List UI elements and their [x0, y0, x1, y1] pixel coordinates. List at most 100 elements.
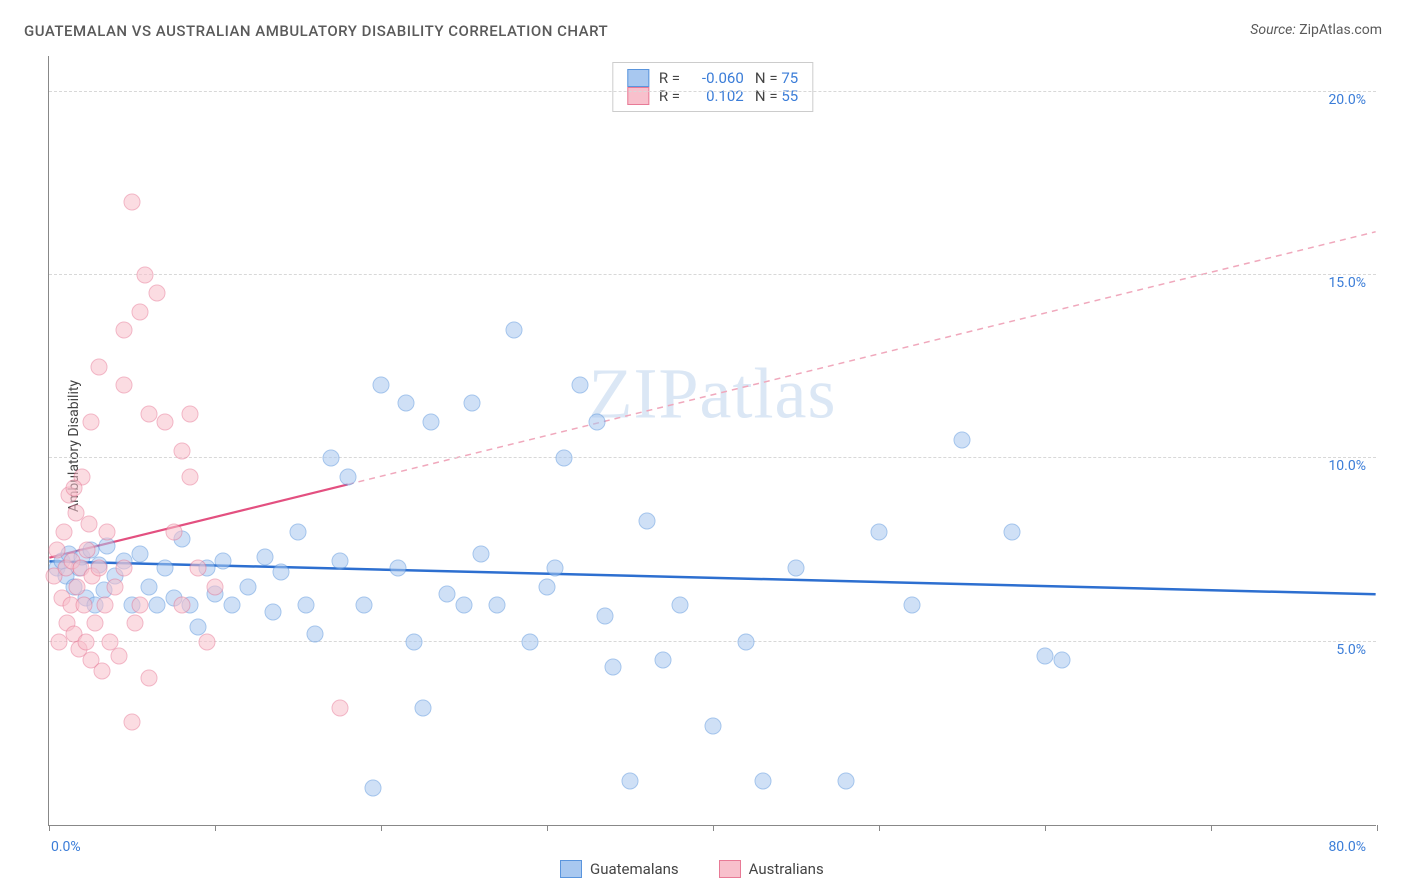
legend-swatch — [719, 860, 741, 878]
data-point — [82, 413, 99, 430]
data-point — [539, 578, 556, 595]
x-tick — [49, 825, 50, 831]
data-point — [97, 597, 114, 614]
data-point — [331, 553, 348, 570]
data-point — [99, 523, 116, 540]
data-point — [364, 780, 381, 797]
data-point — [1053, 652, 1070, 669]
data-point — [55, 523, 72, 540]
data-point — [124, 714, 141, 731]
x-tick — [215, 825, 216, 831]
data-point — [1037, 648, 1054, 665]
data-point — [954, 432, 971, 449]
legend-swatch — [627, 69, 649, 87]
data-point — [298, 597, 315, 614]
x-tick — [1045, 825, 1046, 831]
data-point — [505, 322, 522, 339]
data-point — [439, 586, 456, 603]
data-point — [738, 633, 755, 650]
data-point — [422, 413, 439, 430]
x-tick-label: 80.0% — [1328, 839, 1366, 855]
data-point — [522, 633, 539, 650]
data-point — [80, 516, 97, 533]
data-point — [837, 773, 854, 790]
data-point — [132, 597, 149, 614]
data-point — [754, 773, 771, 790]
x-tick — [879, 825, 880, 831]
legend-text: R = -0.060 N = 75 — [659, 69, 798, 87]
data-point — [115, 560, 132, 577]
data-point — [127, 615, 144, 632]
x-tick — [381, 825, 382, 831]
data-point — [173, 443, 190, 460]
x-tick — [1211, 825, 1212, 831]
data-point — [397, 395, 414, 412]
data-point — [140, 406, 157, 423]
data-point — [182, 406, 199, 423]
data-point — [87, 615, 104, 632]
watermark: ZIPatlas — [589, 353, 837, 436]
data-point — [90, 358, 107, 375]
data-point — [588, 413, 605, 430]
data-point — [132, 545, 149, 562]
data-point — [472, 545, 489, 562]
legend-item: Australians — [719, 860, 824, 878]
data-point — [638, 512, 655, 529]
x-tick — [713, 825, 714, 831]
data-point — [705, 718, 722, 735]
data-point — [389, 560, 406, 577]
data-point — [464, 395, 481, 412]
data-point — [65, 479, 82, 496]
y-tick-label: 20.0% — [1328, 92, 1366, 108]
data-point — [904, 597, 921, 614]
data-point — [290, 523, 307, 540]
source-label: Source: — [1250, 22, 1295, 38]
data-point — [265, 604, 282, 621]
data-point — [597, 608, 614, 625]
data-point — [77, 633, 94, 650]
data-point — [223, 597, 240, 614]
data-point — [622, 773, 639, 790]
gridline — [49, 274, 1376, 275]
data-point — [182, 468, 199, 485]
y-tick-label: 5.0% — [1336, 642, 1366, 658]
series-legend: Guatemalans Australians — [560, 860, 824, 878]
data-point — [356, 597, 373, 614]
data-point — [456, 597, 473, 614]
chart-source: Source: ZipAtlas.com — [1250, 22, 1382, 38]
legend-label: Guatemalans — [590, 860, 679, 878]
data-point — [555, 450, 572, 467]
x-tick — [547, 825, 548, 831]
source-value: ZipAtlas.com — [1299, 22, 1382, 38]
data-point — [165, 523, 182, 540]
legend-row: R = -0.060 N = 75 — [627, 69, 798, 87]
data-point — [655, 652, 672, 669]
data-point — [157, 560, 174, 577]
data-point — [414, 699, 431, 716]
data-point — [489, 597, 506, 614]
gridline — [49, 457, 1376, 458]
trend-lines-layer — [49, 56, 1376, 825]
data-point — [148, 597, 165, 614]
data-point — [124, 193, 141, 210]
data-point — [49, 542, 66, 559]
data-point — [605, 659, 622, 676]
data-point — [788, 560, 805, 577]
data-point — [373, 377, 390, 394]
data-point — [331, 699, 348, 716]
legend-item: Guatemalans — [560, 860, 679, 878]
data-point — [110, 648, 127, 665]
data-point — [148, 285, 165, 302]
y-tick-label: 10.0% — [1328, 458, 1366, 474]
data-point — [215, 553, 232, 570]
data-point — [94, 663, 111, 680]
chart-title: GUATEMALAN VS AUSTRALIAN AMBULATORY DISA… — [24, 22, 608, 40]
data-point — [240, 578, 257, 595]
data-point — [871, 523, 888, 540]
data-point — [671, 597, 688, 614]
scatter-plot: ZIPatlas R = -0.060 N = 75R = 0.102 N = … — [48, 56, 1376, 826]
data-point — [339, 468, 356, 485]
x-tick-label: 0.0% — [51, 839, 81, 855]
data-point — [157, 413, 174, 430]
x-tick — [1377, 825, 1378, 831]
